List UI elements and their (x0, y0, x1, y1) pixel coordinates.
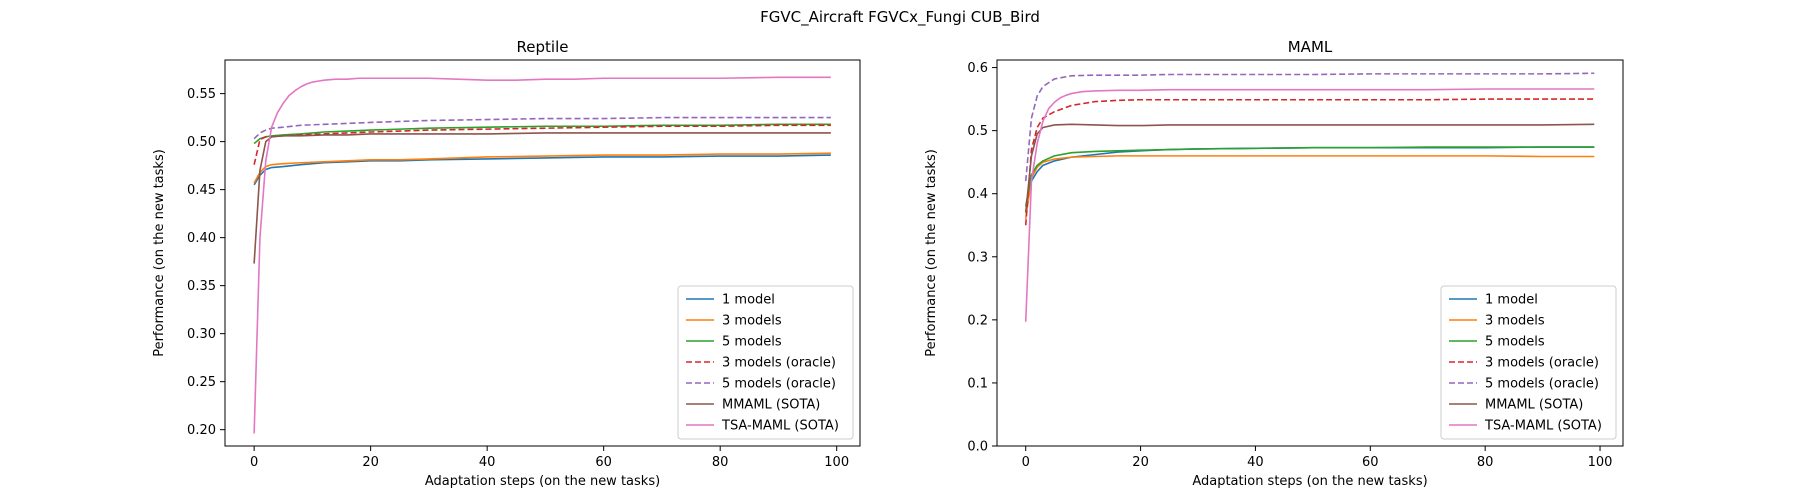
y-tick-label: 0.50 (187, 135, 216, 150)
series-line-3-models (253, 152, 831, 184)
chart-title: Reptile (517, 38, 569, 56)
x-tick-label: 80 (712, 455, 729, 470)
y-tick-label: 0.5 (967, 124, 988, 139)
legend-label: 3 models (oracle) (1485, 356, 1599, 371)
series-line-mmaml-sota (1024, 123, 1595, 213)
chart-panel-2: MAML 0 20 40 60 80 100 0.0 0.1 0.2 0.3 0.4 0.5 0.6 Ada… (924, 38, 1624, 489)
series-line-5-models (1024, 146, 1595, 207)
chart-title: MAML (1288, 38, 1333, 56)
y-tick-label: 0.35 (187, 279, 216, 294)
legend-label: 1 model (1485, 293, 1538, 308)
x-axis-label: Adaptation steps (on the new tasks) (1192, 474, 1427, 489)
legend: 1 model 3 models 5 models 3 models (oracle)… (1440, 285, 1617, 440)
y-tick-label: 0.2 (967, 313, 988, 328)
x-tick-label: 80 (1477, 455, 1494, 470)
legend-label: 5 models (oracle) (722, 377, 836, 392)
y-tick-label: 0.4 (967, 187, 988, 202)
y-tick-label: 0.20 (187, 423, 216, 438)
series-line-1-model (253, 154, 831, 186)
legend-label: 3 models (oracle) (722, 356, 836, 371)
y-tick-label: 0.45 (187, 183, 216, 198)
x-tick-label: 0 (1022, 455, 1030, 470)
x-tick-label: 40 (479, 455, 496, 470)
legend-label: 1 model (722, 293, 775, 308)
legend-label: 3 models (1485, 314, 1545, 329)
legend-box (677, 285, 854, 440)
y-axis-label: Performance (on the new tasks) (152, 149, 167, 357)
x-tick-label: 20 (362, 455, 379, 470)
legend-label: 5 models (722, 335, 782, 350)
legend: 1 model 3 models 5 models 3 models (oracle)… (677, 285, 854, 440)
legend-label: TSA-MAML (SOTA) (1484, 419, 1602, 434)
legend-label: 3 models (722, 314, 782, 329)
legend-label: MMAML (SOTA) (722, 398, 820, 413)
series-line-3-models-oracle (1024, 98, 1595, 226)
legend-label: 5 models (1485, 335, 1545, 350)
x-axis-label: Adaptation steps (on the new tasks) (425, 474, 660, 489)
legend-box (1440, 285, 1617, 440)
legend-label: MMAML (SOTA) (1485, 398, 1583, 413)
legend-label: 5 models (oracle) (1485, 377, 1599, 392)
plot-frame (224, 59, 861, 447)
x-tick-label: 100 (1588, 455, 1613, 470)
plot-frame (996, 59, 1624, 447)
x-tick-label: 40 (1247, 455, 1264, 470)
series-line-mmaml-sota (253, 132, 831, 264)
series-line-tsa-maml-sota (253, 76, 831, 434)
y-tick-label: 0.55 (187, 87, 216, 102)
x-tick-label: 60 (1362, 455, 1379, 470)
y-tick-label: 0.30 (187, 327, 216, 342)
figure-suptitle: FGVC_Aircraft FGVCx_Fungi CUB_Bird (760, 8, 1040, 27)
x-tick-label: 20 (1132, 455, 1149, 470)
x-tick-label: 60 (595, 455, 612, 470)
y-tick-label: 0.40 (187, 231, 216, 246)
series-line-tsa-maml-sota (1024, 88, 1595, 322)
chart-panel-1: Reptile 0 20 40 60 80 100 0.20 0.25 0.30 0.35 0.40 0… (152, 38, 861, 489)
y-tick-label: 0.3 (967, 250, 988, 265)
y-tick-label: 0.25 (187, 375, 216, 390)
y-tick-label: 0.6 (967, 61, 988, 76)
y-axis-label: Performance (on the new tasks) (924, 149, 939, 357)
y-tick-label: 0.1 (967, 376, 988, 391)
y-tick-label: 0.0 (967, 440, 988, 455)
x-tick-label: 0 (250, 455, 258, 470)
x-tick-label: 100 (824, 455, 849, 470)
legend-label: TSA-MAML (SOTA) (721, 419, 839, 434)
series-line-3-models (1024, 155, 1595, 220)
series-line-5-models-oracle (1024, 72, 1595, 182)
